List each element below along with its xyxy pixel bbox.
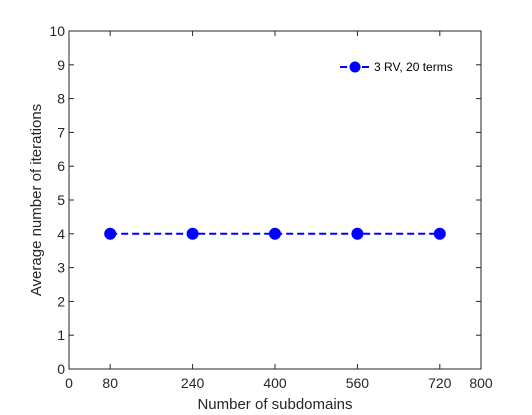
data-point [269, 227, 281, 240]
y-tick-label: 4 [57, 226, 65, 242]
series-layer [104, 227, 446, 240]
y-tick-label: 7 [57, 124, 65, 140]
legend: 3 RV, 20 terms [340, 60, 453, 74]
legend-marker [349, 61, 361, 73]
x-tick-label: 800 [469, 375, 493, 391]
x-tick-label: 720 [428, 375, 452, 391]
x-tick-label: 240 [181, 375, 205, 391]
y-tick-label: 5 [57, 192, 65, 208]
y-tick-label: 0 [57, 361, 65, 377]
axis-ticks [68, 30, 482, 370]
data-point [433, 227, 446, 240]
y-tick-label: 10 [49, 23, 65, 39]
x-tick-label: 0 [65, 375, 73, 391]
x-axis-title: Number of subdomains [197, 396, 352, 413]
y-tick-label: 3 [57, 260, 65, 276]
axis-tick-labels: 0 80 240 400 560 720 800 0 1 2 3 4 5 6 7 8 9 10 [49, 23, 492, 391]
data-point [351, 227, 364, 240]
y-tick-label: 1 [57, 327, 65, 343]
y-tick-label: 9 [57, 57, 65, 73]
plot-area [68, 30, 482, 370]
y-tick-label: 6 [57, 158, 65, 174]
y-axis-title: Average number of iterations [28, 104, 45, 296]
x-tick-label: 560 [346, 375, 370, 391]
legend-label: 3 RV, 20 terms [374, 60, 453, 74]
y-tick-label: 2 [57, 293, 65, 309]
y-tick-label: 8 [57, 91, 65, 107]
data-point [186, 227, 199, 240]
x-tick-label: 80 [102, 375, 118, 391]
x-tick-label: 400 [263, 375, 287, 391]
data-point [104, 227, 117, 240]
